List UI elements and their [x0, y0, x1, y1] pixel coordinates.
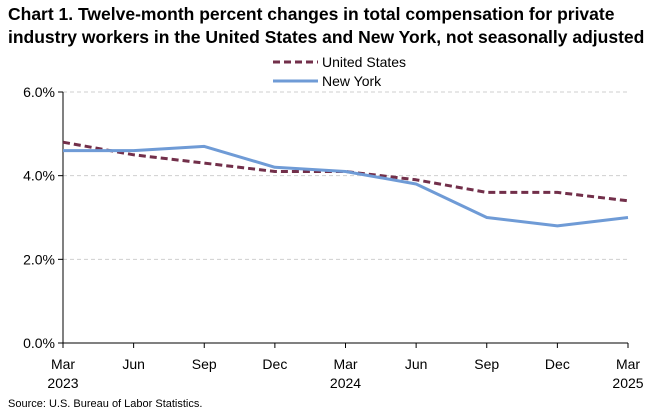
legend-label: United States — [322, 54, 406, 70]
x-tick-label: Jun — [405, 356, 428, 372]
x-tick-labels: Mar 2023 Jun Sep Dec Mar 2024 Jun Sep Dec Mar 2025 — [47, 356, 643, 391]
y-tick-label: 4.0% — [23, 168, 55, 184]
chart-source: Source: U.S. Bureau of Labor Statistics. — [8, 398, 203, 410]
x-tick-year-label: 2023 — [47, 375, 78, 391]
x-tick-label: Mar — [333, 356, 357, 372]
chart-title: Chart 1. Twelve-month percent changes in… — [8, 4, 645, 47]
axes — [58, 91, 629, 348]
series-line-new-york — [63, 144, 629, 228]
gridlines — [63, 91, 628, 260]
x-tick-label: Sep — [474, 356, 499, 372]
x-tick-label: Jun — [122, 356, 145, 372]
x-tick-year-label: 2025 — [612, 375, 643, 391]
legend: United States New York — [273, 54, 406, 89]
x-tick-label: Sep — [192, 356, 217, 372]
x-tick-year-label: 2024 — [330, 375, 361, 391]
x-tick-label: Dec — [262, 356, 287, 372]
y-tick-label: 2.0% — [23, 251, 55, 267]
series-lines — [62, 140, 629, 228]
x-tick-label: Mar — [51, 356, 75, 372]
x-tick-label: Dec — [545, 356, 570, 372]
y-tick-label: 6.0% — [23, 84, 55, 100]
y-tick-labels: 0.0% 2.0% 4.0% 6.0% — [23, 84, 55, 351]
legend-label: New York — [322, 73, 382, 89]
y-tick-label: 0.0% — [23, 335, 55, 351]
series-line-united-states — [62, 140, 629, 203]
x-tick-label: Mar — [616, 356, 640, 372]
